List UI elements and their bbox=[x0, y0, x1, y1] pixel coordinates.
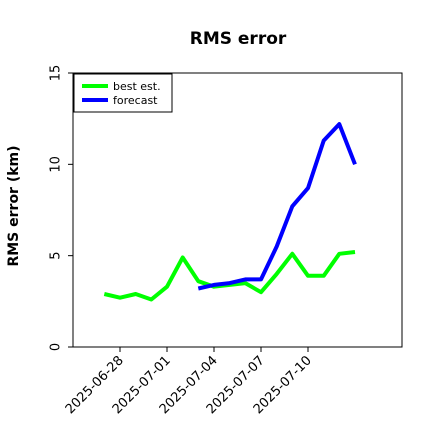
plot-frame bbox=[72, 72, 403, 348]
series-line-best-est bbox=[103, 250, 356, 302]
y-tick-label: 10 bbox=[49, 156, 64, 173]
legend: best est.forecast bbox=[73, 73, 173, 113]
y-tick-label: 0 bbox=[49, 343, 64, 351]
axes: 0510152025-06-282025-07-012025-07-042025… bbox=[49, 65, 315, 418]
plot-border bbox=[72, 72, 403, 348]
series-layer bbox=[103, 122, 357, 302]
series-line-forecast bbox=[197, 122, 357, 291]
y-tick-label: 15 bbox=[49, 65, 64, 82]
legend-label-forecast: forecast bbox=[113, 94, 158, 107]
chart-title: RMS error bbox=[190, 29, 287, 49]
y-axis-label: RMS error (km) bbox=[6, 145, 22, 266]
legend-label-best-est: best est. bbox=[113, 80, 161, 93]
legend-box bbox=[73, 73, 173, 113]
y-tick-label: 5 bbox=[49, 252, 64, 260]
